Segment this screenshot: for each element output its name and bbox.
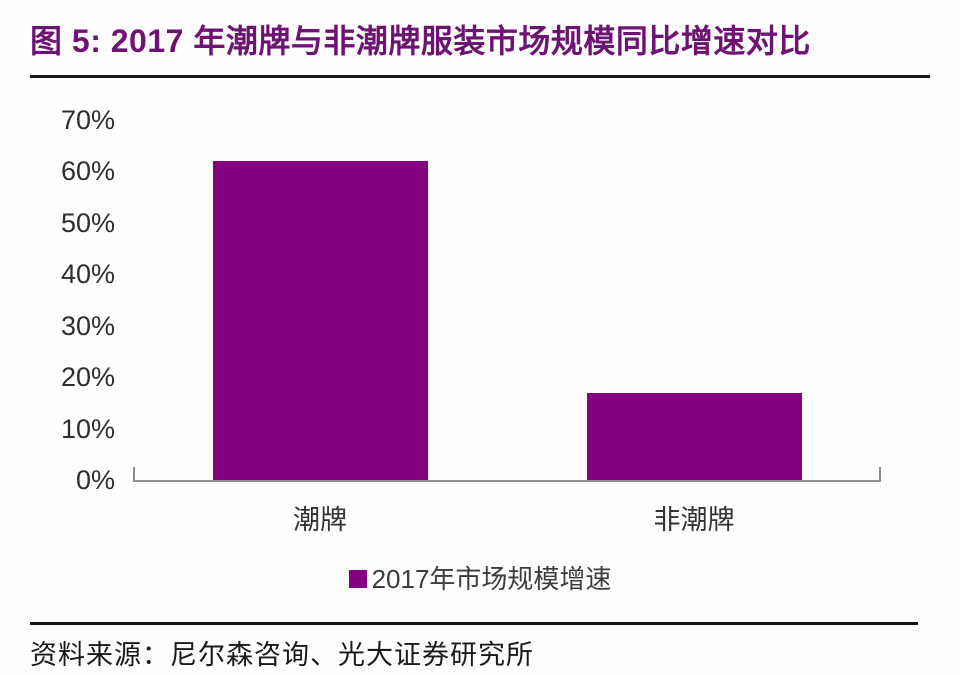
y-tick-label: 40% [60,259,115,290]
x-axis-line [133,480,881,482]
y-tick-label: 60% [60,156,115,187]
axis-end-tick [879,467,881,480]
legend-label: 2017年市场规模增速 [371,564,612,594]
title-divider [30,75,930,78]
bar [586,392,802,480]
y-tick-label: 0% [75,465,115,495]
y-tick-label: 10% [60,413,115,444]
bar-chart: 0% 10% 20% 30% 40% 50% 60% 70% 潮牌 非潮牌 [60,105,881,535]
legend-swatch-icon [348,570,367,588]
y-tick-label: 50% [60,207,115,238]
x-category-label: 非潮牌 [653,505,735,535]
x-category-label: 潮牌 [293,505,347,535]
y-tick-label: 20% [60,362,115,393]
source-note: 资料来源：尼尔森咨询、光大证券研究所 [30,640,534,671]
chart-legend: 2017年市场规模增速 [0,565,960,593]
figure-title: 图 5: 2017 年潮牌与非潮牌服装市场规模同比增速对比 [30,23,811,59]
y-tick-label: 30% [60,310,115,341]
axis-end-tick [133,467,135,480]
bar [212,161,428,480]
y-tick-label: 70% [60,105,115,135]
source-divider [30,622,918,625]
